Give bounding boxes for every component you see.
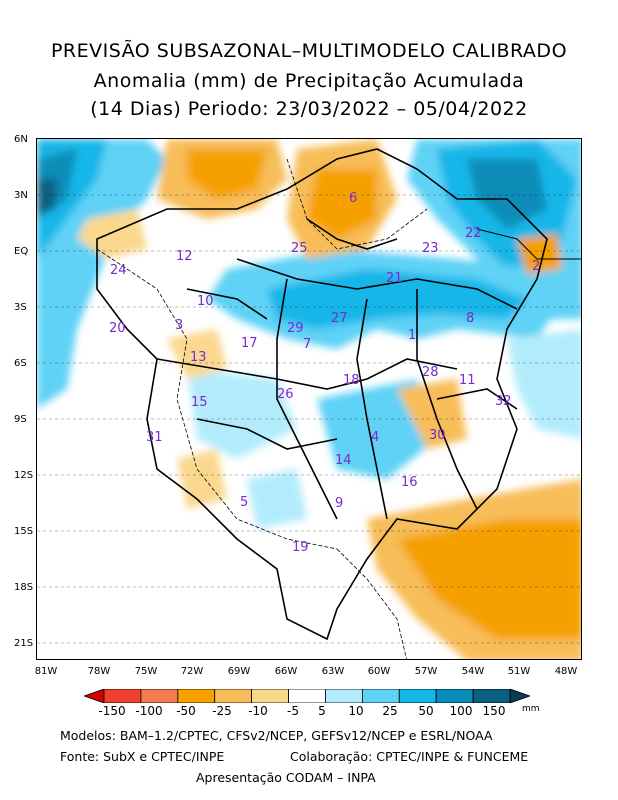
region-label-28: 28 (422, 365, 439, 380)
region-label-6: 6 (349, 191, 357, 206)
region-label-17: 17 (241, 336, 258, 351)
region-label-20: 20 (109, 321, 126, 336)
legend-label: 150 (482, 704, 506, 718)
region-label-10: 10 (197, 294, 214, 309)
region-label-31: 31 (146, 430, 163, 445)
region-label-26: 26 (277, 387, 294, 402)
legend-unit: mm (522, 704, 540, 714)
legend-color-cell (361, 688, 400, 704)
legend-color-cell (214, 688, 253, 704)
region-label-21: 21 (386, 271, 403, 286)
lon-label-60w: 60W (367, 666, 391, 677)
legend-label: -10 (248, 704, 268, 718)
graticule (37, 194, 581, 644)
region-label-7: 7 (303, 337, 311, 352)
region-label-3: 3 (175, 318, 183, 333)
region-label-1: 1 (408, 328, 416, 343)
footer-models: Modelos: BAM–1.2/CPTEC, CFSv2/NCEP, GEFS… (60, 728, 493, 743)
footer-presentation: Apresentação CODAM – INPA (196, 770, 376, 785)
region-label-25: 25 (291, 241, 308, 256)
region-label-8: 8 (466, 311, 474, 326)
region-label-22: 22 (465, 226, 482, 241)
lon-label-66w: 66W (274, 666, 298, 677)
lat-label-eq: EQ (14, 246, 29, 257)
lat-label-21s: 21S (14, 638, 34, 649)
lon-label-51w: 51W (507, 666, 531, 677)
river-basin-outlines (96, 148, 548, 641)
lon-label-48w: 48W (554, 666, 578, 677)
lat-label-3n: 3N (14, 190, 28, 201)
region-label-13: 13 (190, 350, 207, 365)
region-label-30: 30 (429, 428, 446, 443)
lat-label-12s: 12S (14, 470, 34, 481)
anomaly-shading (37, 139, 581, 659)
legend-label: 50 (418, 704, 434, 718)
lat-label-9s: 9S (14, 414, 27, 425)
region-label-19: 19 (292, 540, 309, 555)
region-label-29: 29 (287, 321, 304, 336)
map-title-line-3: (14 Dias) Periodo: 23/03/2022 – 05/04/20… (90, 98, 528, 120)
legend-label: -50 (176, 704, 196, 718)
precipitation-anomaly-map: 1 2 3 4 5 6 7 8 9 10 11 12 13 14 15 16 1… (36, 138, 582, 660)
lon-label-78w: 78W (87, 666, 111, 677)
footer-collaboration: Colaboração: CPTEC/INPE & FUNCEME (290, 749, 529, 764)
map-title-line-2: Anomalia (mm) de Precipitação Acumulada (93, 70, 525, 92)
lon-label-69w: 69W (227, 666, 251, 677)
legend-label: -150 (98, 704, 126, 718)
legend-color-cell (472, 688, 511, 704)
region-label-9: 9 (335, 496, 343, 511)
lon-label-81w: 81W (34, 666, 58, 677)
legend-label: 25 (382, 704, 398, 718)
legend-label: -5 (287, 704, 299, 718)
legend-label: 100 (449, 704, 473, 718)
legend-color-cell (435, 688, 474, 704)
region-label-32: 32 (495, 394, 512, 409)
region-label-18: 18 (343, 373, 360, 388)
lat-label-15s: 15S (14, 526, 34, 537)
region-label-5: 5 (240, 495, 248, 510)
region-label-2: 2 (532, 259, 540, 274)
lon-label-57w: 57W (414, 666, 438, 677)
legend-label: -100 (135, 704, 163, 718)
lon-label-72w: 72W (180, 666, 204, 677)
legend-color-cell (82, 688, 105, 704)
lat-label-6n: 6N (14, 134, 28, 145)
legend-color-cell (325, 688, 363, 704)
map-title-line-1: PREVISÃO SUBSAZONAL–MULTIMODELO CALIBRAD… (50, 40, 568, 62)
legend-label: 5 (318, 704, 326, 718)
legend-color-cell (140, 688, 179, 704)
legend-color-cell (509, 688, 532, 704)
lon-label-54w: 54W (461, 666, 485, 677)
region-label-11: 11 (459, 373, 476, 388)
legend-label: 10 (348, 704, 364, 718)
region-label-4: 4 (371, 430, 379, 445)
color-scale-legend (82, 688, 532, 707)
footer-source: Fonte: SubX e CPTEC/INPE (60, 749, 225, 764)
lat-label-18s: 18S (14, 582, 34, 593)
legend-color-cell (103, 688, 142, 704)
region-label-16: 16 (401, 475, 418, 490)
lon-label-75w: 75W (134, 666, 158, 677)
legend-label: -25 (212, 704, 232, 718)
lat-label-6s: 6S (14, 358, 27, 369)
region-label-24: 24 (110, 263, 127, 278)
legend-color-cell (177, 688, 216, 704)
region-label-15: 15 (191, 395, 208, 410)
region-label-27: 27 (331, 311, 348, 326)
coastline (476, 228, 581, 260)
legend-color-cell (251, 688, 289, 704)
country-borders (96, 158, 428, 659)
legend-color-cell (288, 688, 326, 704)
region-label-23: 23 (422, 241, 439, 256)
legend-color-cell (398, 688, 437, 704)
lon-label-63w: 63W (321, 666, 345, 677)
region-label-12: 12 (176, 249, 193, 264)
lat-label-3s: 3S (14, 302, 27, 313)
region-label-14: 14 (335, 453, 352, 468)
region-labels: 1 2 3 4 5 6 7 8 9 10 11 12 13 14 15 16 1… (109, 191, 540, 555)
